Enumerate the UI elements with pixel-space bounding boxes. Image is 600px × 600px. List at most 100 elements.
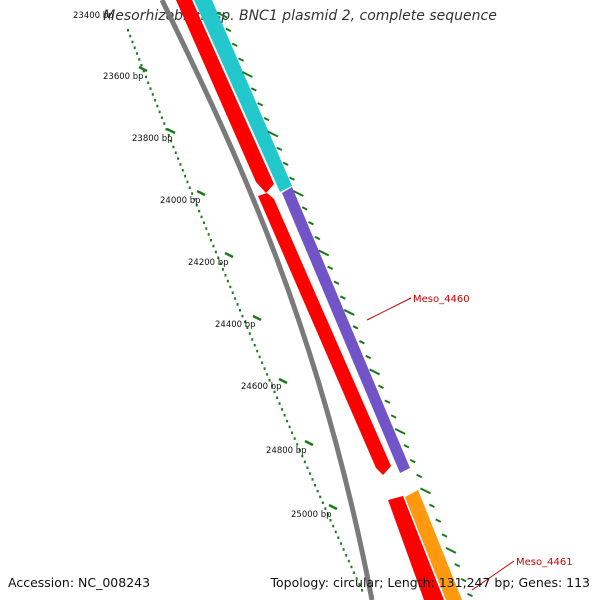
outer-tick [343,309,355,316]
ruler-dot [217,256,220,259]
outer-tick [333,280,340,285]
ruler-dot [179,163,182,166]
outer-tick [460,577,467,583]
ruler-label: 24200 bp [188,258,229,268]
ruler-dot [154,99,157,102]
ruler-major-tick [196,189,206,197]
ruler-dot [329,519,332,522]
gene-feature-meso-4460 [282,187,410,473]
ruler-dot [281,408,284,411]
ruler-dot [138,58,141,61]
outer-tick [257,102,264,107]
outer-tick [467,592,473,598]
ruler-dot [321,501,324,504]
outer-tick [314,235,321,241]
outer-tick [282,161,289,166]
ruler-dot [151,93,154,96]
ruler-label: 25000 bp [291,510,332,520]
ruler-label: 23800 bp [132,134,173,144]
ruler-dot [158,110,161,114]
outer-tick [394,428,406,435]
ruler-major-tick [278,377,288,385]
ruler-label: 24800 bp [266,446,307,456]
outer-ticks [216,11,473,598]
callout-line-meso-4460 [366,297,412,321]
ruler-dot [140,64,143,67]
ruler-dot [358,583,361,586]
ruler-dot [149,87,152,90]
ruler-dot [248,332,251,335]
ruler-dot [224,274,227,277]
ruler-major-tick [166,127,176,135]
outer-tick [384,399,391,404]
ruler-dot [147,81,150,84]
gene-feature-red [176,0,274,193]
ruler-dot [241,314,244,318]
ruler-major-tick [304,439,314,447]
ruler-dot [170,139,173,143]
ruler-dot [202,221,205,224]
ruler-dot [301,454,304,458]
ruler-dot [184,174,187,178]
ruler-dot [261,361,264,364]
outer-tick [292,190,304,197]
ruler-dot [144,75,147,79]
ruler-label: 24000 bp [160,196,201,206]
outer-tick [216,11,228,19]
ruler-dot [278,402,281,405]
ruler-dot [337,536,340,539]
ruler-dot [291,431,294,434]
gene-feature-red [388,496,444,600]
ruler-dot [271,384,274,388]
ruler-dot [219,262,222,265]
outer-tick [420,487,431,495]
ruler-dot [214,250,217,254]
outer-tick [327,265,334,270]
ruler-dot [191,192,194,195]
ruler-dot [229,285,232,289]
ruler-dot [135,52,138,55]
ruler-dot [276,396,279,399]
ruler-dot [239,309,241,312]
outer-tick [308,221,314,226]
outer-tick [276,146,283,151]
outer-tick [428,503,435,508]
ruler-dot [205,227,208,230]
ruler-dot [251,338,254,341]
ruler-dot [226,279,229,283]
accession-text: Accession: NC_008243 [8,575,151,590]
ruler-dot [332,524,335,528]
ruler-dot [156,104,159,108]
ruler-dot [188,186,191,189]
ruler-dot [253,344,256,347]
outer-tick [416,473,423,479]
ruler-dot [316,489,319,493]
ruler-dot [181,169,184,172]
ruler-dot [195,204,198,207]
ruler-dot [200,215,203,219]
ruler-label: 24400 bp [215,320,256,330]
ruler-dot [212,244,215,248]
outer-tick [403,444,410,449]
ruler-dot [286,419,289,423]
outer-tick [289,176,295,181]
ruler-dot [222,268,225,271]
outer-tick [369,368,381,376]
outer-tick [225,27,232,33]
ruler-dots [127,29,363,592]
ruler-label: 24600 bp [241,382,282,392]
ruler-dot [142,69,145,73]
outer-tick [241,71,253,78]
ruler-dot [342,548,345,551]
ruler-ticks [138,65,338,511]
outer-tick [238,57,245,62]
ruler-major-tick [328,503,338,511]
ruler-dot [296,443,299,446]
ruler-dot [193,198,196,201]
ruler-dot [353,571,356,574]
outer-tick [231,42,238,47]
ruler-dot [263,367,266,370]
ruler-dot [127,29,129,32]
ruler-dot [177,157,180,160]
